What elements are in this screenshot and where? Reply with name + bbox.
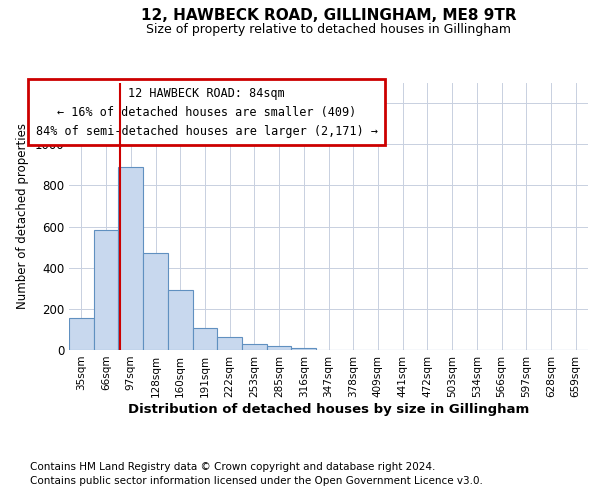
Text: 12, HAWBECK ROAD, GILLINGHAM, ME8 9TR: 12, HAWBECK ROAD, GILLINGHAM, ME8 9TR [141,8,517,22]
Bar [292,348,316,350]
Bar [242,344,267,350]
Bar [69,318,94,350]
Text: 12 HAWBECK ROAD: 84sqm
← 16% of detached houses are smaller (409)
84% of semi-de: 12 HAWBECK ROAD: 84sqm ← 16% of detached… [35,86,377,138]
Bar [193,328,217,350]
Text: Contains public sector information licensed under the Open Government Licence v3: Contains public sector information licen… [30,476,483,486]
Bar [94,230,118,350]
Bar [267,346,292,350]
Bar [217,337,242,350]
Text: Distribution of detached houses by size in Gillingham: Distribution of detached houses by size … [128,402,529,415]
Bar [168,290,193,350]
Text: Contains HM Land Registry data © Crown copyright and database right 2024.: Contains HM Land Registry data © Crown c… [30,462,436,472]
Bar [118,167,143,350]
Text: Size of property relative to detached houses in Gillingham: Size of property relative to detached ho… [146,22,511,36]
Y-axis label: Number of detached properties: Number of detached properties [16,123,29,309]
Bar [143,254,168,350]
